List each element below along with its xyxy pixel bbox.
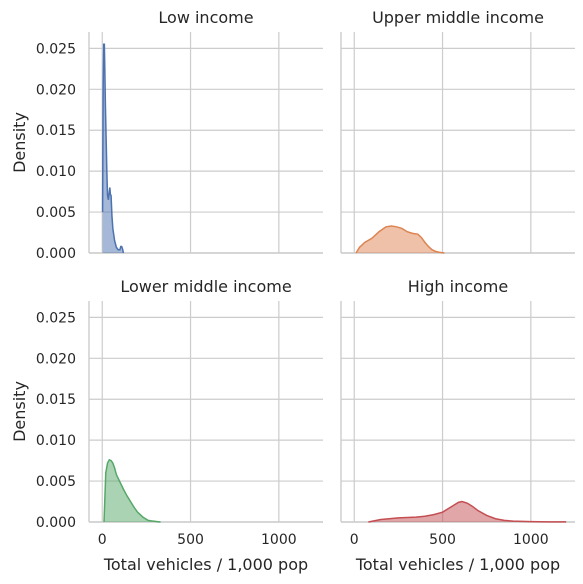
x-axis-label: Total vehicles / 1,000 pop [103,555,308,574]
x-axis-label: Total vehicles / 1,000 pop [355,555,560,574]
y-axis-label: Density [10,381,29,442]
y-tick-label: 0.015 [36,392,76,408]
y-tick-label: 0.000 [36,515,76,531]
y-tick-label: 0.010 [36,433,76,449]
y-tick-label: 0.020 [36,351,76,367]
panel-2: Lower middle income 0.000 0.005 0.010 0.015 0… [10,277,323,574]
density-line [368,500,567,523]
panel-title: High income [408,277,508,296]
panel-0: Low income 0.000 0.005 0.010 0.015 0.020 0.025… [10,8,323,262]
x-tick-label: 0 [350,532,359,548]
x-tick-label: 1000 [513,532,549,548]
x-tick-label: 1000 [261,532,297,548]
panel-title: Lower middle income [120,277,291,296]
panel-title: Low income [158,8,253,27]
x-tick-label: 500 [177,532,204,548]
y-tick-label: 0.015 [36,123,76,139]
y-tick-label: 0.025 [36,310,76,326]
panel-1: Upper middle income [340,8,575,254]
density-line [355,225,445,254]
y-tick-label: 0.020 [36,82,76,98]
x-tick-label: 500 [429,532,456,548]
x-tick-label: 0 [98,532,107,548]
density-area [104,459,161,522]
y-tick-label: 0.005 [36,205,76,221]
density-line [103,458,161,523]
density-line [101,43,125,254]
panel-3: High income 0 500 1000 Total vehicles / 1,00… [340,277,575,574]
y-tick-label: 0.000 [36,246,76,262]
y-tick-label: 0.005 [36,474,76,490]
y-axis-label: Density [10,112,29,173]
y-tick-label: 0.010 [36,164,76,180]
y-tick-label: 0.025 [36,41,76,57]
panel-title: Upper middle income [372,8,544,27]
density-area [102,44,124,253]
density-area [368,501,567,522]
